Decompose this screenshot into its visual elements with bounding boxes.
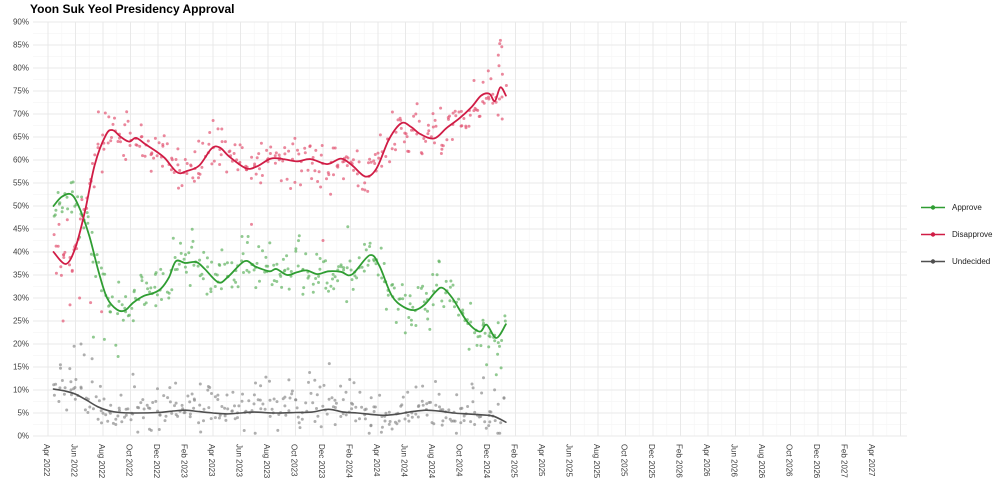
y-tick-label: 10% [13, 386, 29, 395]
scatter-undecided [52, 342, 506, 435]
legend-item-undecided: Undecided [920, 257, 992, 266]
legend-label-undecided: Undecided [952, 257, 991, 266]
x-tick-label: Jun 2022 [70, 444, 79, 477]
y-tick-label: 60% [13, 156, 29, 165]
y-tick-label: 5% [17, 409, 29, 418]
x-tick-label: Oct 2024 [455, 444, 464, 477]
chart-title: Yoon Suk Yeol Presidency Approval [30, 2, 235, 16]
x-tick-label: Dec 2024 [482, 444, 491, 479]
x-tick-label: Feb 2027 [840, 444, 849, 478]
y-tick-label: 90% [13, 18, 29, 27]
x-tick-label: Oct 2023 [290, 444, 299, 477]
x-tick-label: Feb 2023 [180, 444, 189, 478]
x-tick-label: Feb 2024 [345, 444, 354, 478]
y-tick-label: 75% [13, 87, 29, 96]
x-tick-label: Oct 2025 [620, 444, 629, 477]
x-tick-label: Aug 2023 [262, 444, 271, 479]
y-tick-label: 85% [13, 41, 29, 50]
y-tick-label: 65% [13, 133, 29, 142]
x-tick-label: Apr 2024 [372, 444, 381, 477]
y-tick-label: 55% [13, 179, 29, 188]
y-tick-label: 25% [13, 317, 29, 326]
x-tick-label: Apr 2022 [42, 444, 51, 477]
x-tick-label: Apr 2026 [702, 444, 711, 477]
x-tick-label: Aug 2026 [757, 444, 766, 479]
gridlines-major [33, 21, 907, 437]
y-tick-label: 15% [13, 363, 29, 372]
scatter-disapprove [52, 38, 508, 323]
y-tick-label: 45% [13, 225, 29, 234]
x-tick-label: Feb 2025 [510, 444, 519, 478]
y-tick-label: 0% [17, 432, 29, 441]
disapprove-line-marker [921, 232, 945, 237]
legend-label-disapprove: Disapprove [952, 230, 993, 239]
legend-item-approve: Approve [920, 203, 992, 212]
trend-line-approve [52, 192, 507, 339]
x-tick-label: Aug 2025 [592, 444, 601, 479]
x-tick-label: Dec 2023 [317, 444, 326, 479]
legend-item-disapprove: Disapprove [920, 230, 992, 239]
y-tick-label: 50% [13, 202, 29, 211]
axis-tick-labels: 0% 5% 10% 15% 20% 25% 30% 35% 40% 45% 50% 55% 60% 65%… [13, 18, 876, 479]
x-tick-label: Dec 2026 [812, 444, 821, 479]
scatter-approve [52, 180, 507, 377]
y-tick-label: 20% [13, 340, 29, 349]
legend: Approve Disapprove Undecided [920, 203, 992, 284]
trend-line-disapprove [52, 86, 507, 265]
y-tick-label: 40% [13, 248, 29, 257]
undecided-line-marker [921, 259, 945, 264]
y-tick-label: 35% [13, 271, 29, 280]
y-tick-label: 80% [13, 64, 29, 73]
x-tick-label: Oct 2026 [785, 444, 794, 477]
x-tick-label: Jun 2026 [730, 444, 739, 477]
x-tick-label: Dec 2022 [152, 444, 161, 479]
x-tick-label: Apr 2027 [867, 444, 876, 477]
x-tick-label: Jun 2023 [235, 444, 244, 477]
legend-label-approve: Approve [952, 203, 982, 212]
x-tick-label: Feb 2026 [675, 444, 684, 478]
x-tick-label: Aug 2024 [427, 444, 436, 479]
trend-line-undecided [52, 388, 507, 423]
y-tick-label: 30% [13, 294, 29, 303]
x-tick-label: Jun 2024 [400, 444, 409, 477]
x-tick-label: Oct 2022 [125, 444, 134, 477]
x-tick-label: Apr 2025 [537, 444, 546, 477]
x-tick-label: Dec 2025 [647, 444, 656, 479]
y-tick-label: 70% [13, 110, 29, 119]
x-tick-label: Apr 2023 [207, 444, 216, 477]
x-tick-label: Aug 2022 [97, 444, 106, 479]
x-tick-label: Jun 2025 [565, 444, 574, 477]
approve-line-marker [921, 205, 945, 210]
